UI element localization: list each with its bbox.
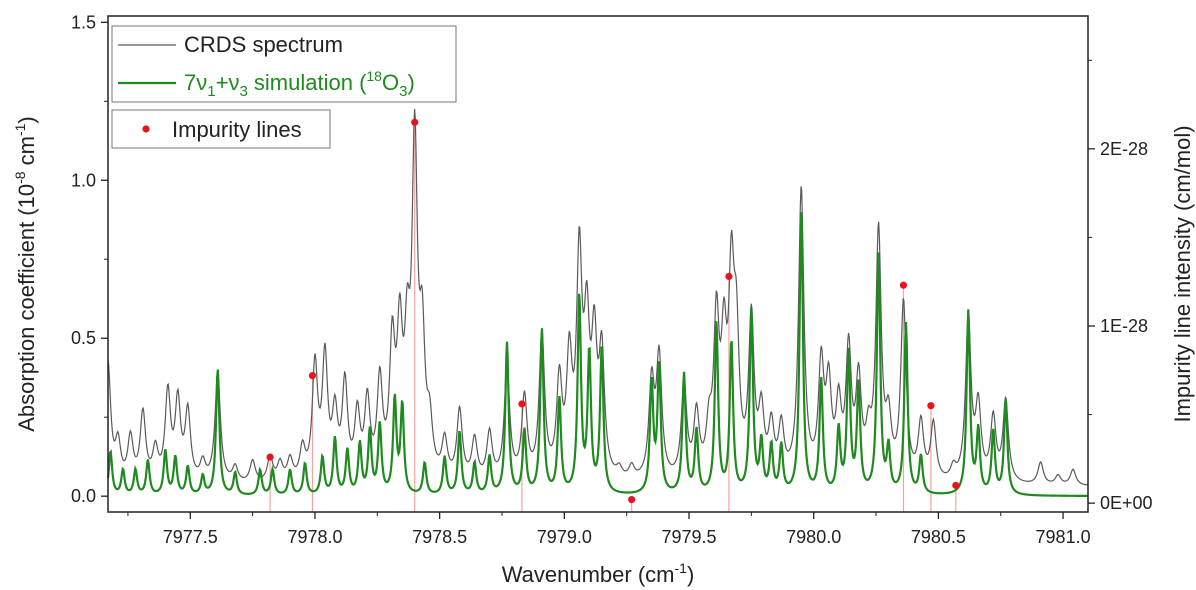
x-tick-label: 7979.5 <box>661 527 716 547</box>
x-tick-label: 7978.0 <box>287 527 342 547</box>
x-tick-label: 7977.5 <box>163 527 218 547</box>
x-tick-label: 7980.5 <box>911 527 966 547</box>
legend-lines-box <box>111 25 457 103</box>
x-axis-title-main: Wavenumber (cm <box>502 562 675 587</box>
impurity-dot <box>628 496 636 504</box>
y-tick-label: 1.0 <box>71 170 96 190</box>
y-tick-label: 1.5 <box>71 12 96 32</box>
impurity-dot <box>308 372 317 380</box>
legend-sim-part-5: 18 <box>366 68 382 84</box>
x-tick-label: 7980.0 <box>786 527 841 547</box>
legend-impurity: Impurity lines <box>111 109 331 149</box>
y-axis-title-main: Absorption coefficient (10 <box>14 184 39 432</box>
legend-sim-part-7: 3 <box>399 83 407 100</box>
legend-sim-part-3: 3 <box>239 83 247 100</box>
y-axis-right: 0E+00 1E-28 2E-28 <box>1088 59 1153 513</box>
legend-sim-part-4: simulation ( <box>248 70 367 95</box>
impurity-dot <box>927 402 935 410</box>
y2-axis-title: Impurity line intensity (cm/mol) <box>1170 125 1195 422</box>
legend-impurity-swatch <box>142 125 150 133</box>
x-axis-title-sup: -1 <box>675 560 688 576</box>
legend-sim-part-2: +ν <box>216 70 240 95</box>
legend-lines: CRDS spectrum 7ν1+ν3 simulation (18O3) <box>111 25 457 103</box>
x-axis-title: Wavenumber (cm-1) <box>502 560 695 587</box>
impurity-dot <box>411 118 419 126</box>
impurity-dot <box>266 453 274 461</box>
x-tick-label: 7978.5 <box>412 527 467 547</box>
impurity-dot <box>899 281 908 289</box>
y-axis-title-mid: cm <box>14 136 39 171</box>
y-axis-title-sup2: -1 <box>12 123 28 136</box>
y2-tick-label: 0E+00 <box>1100 493 1153 513</box>
y-axis-title-sup1: -8 <box>12 171 28 184</box>
crds-spectrum-line <box>107 109 1089 486</box>
plot-area <box>106 109 1089 512</box>
y2-tick-label: 2E-28 <box>1100 139 1148 159</box>
impurity-dots <box>266 118 960 504</box>
y-axis-left: 0.0 0.5 1.0 1.5 <box>71 12 108 506</box>
x-axis-title-end: ) <box>687 562 694 587</box>
simulation-line <box>106 212 1088 497</box>
legend-sim-part-6: O <box>382 70 399 95</box>
x-tick-label: 7979.0 <box>537 527 592 547</box>
legend-simulation-label: 7ν1+ν3 simulation (18O3) <box>184 68 415 100</box>
plot-frame <box>107 15 1089 513</box>
legend-sim-part-8: ) <box>407 70 414 95</box>
x-axis: 7977.5 7978.0 7978.5 7979.0 7979.5 7980.0 7980… <box>127 512 1091 547</box>
impurity-dot <box>952 481 960 490</box>
y-tick-label: 0.5 <box>71 328 96 348</box>
x-tick-label: 7981.0 <box>1036 527 1091 547</box>
impurity-dot <box>518 400 526 408</box>
legend-sim-part-1: 1 <box>207 83 215 100</box>
legend-crds-label: CRDS spectrum <box>184 32 343 57</box>
y-axis-title: Absorption coefficient (10-8 cm-1) <box>12 116 39 432</box>
y2-tick-label: 1E-28 <box>1100 316 1148 336</box>
y-axis-title-end: ) <box>14 116 39 123</box>
impurity-dot <box>725 272 733 280</box>
legend-impurity-label: Impurity lines <box>172 117 302 142</box>
y-tick-label: 0.0 <box>71 486 96 506</box>
legend-sim-part-0: 7ν <box>184 70 207 95</box>
